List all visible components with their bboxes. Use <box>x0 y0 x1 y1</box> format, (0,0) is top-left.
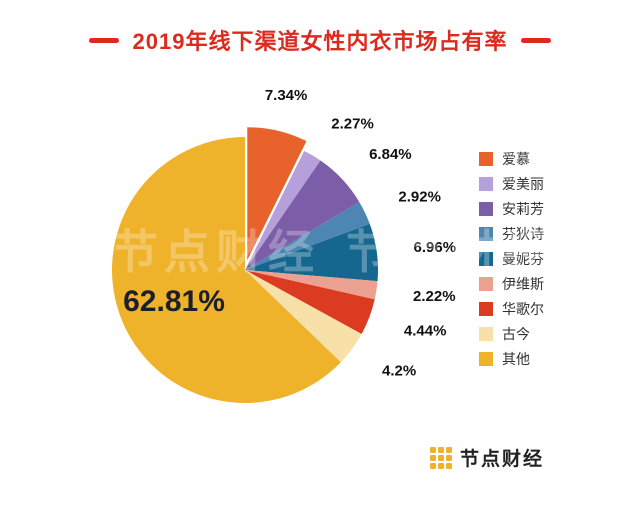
legend-item: 爱美丽 <box>479 171 544 196</box>
legend-swatch-icon <box>479 176 493 191</box>
title-dash-left-icon <box>88 37 119 43</box>
legend-item: 古今 <box>479 321 544 346</box>
legend-swatch-icon <box>479 226 493 241</box>
slice-label: 4.44% <box>404 322 447 339</box>
pie-slice <box>245 160 360 270</box>
legend-item: 爱慕 <box>479 146 544 171</box>
legend-item: 芬狄诗 <box>479 221 544 246</box>
chart-title: 2019年线下渠道女性内衣市场占有率 <box>132 29 508 54</box>
pie-slice <box>245 270 375 334</box>
pie-slice <box>245 223 379 282</box>
legend-swatch-icon <box>479 326 493 341</box>
legend-swatch-icon <box>479 351 493 366</box>
legend-label: 华歌尔 <box>502 300 544 317</box>
legend-label: 伊维斯 <box>502 275 544 292</box>
legend-label: 其他 <box>502 350 530 367</box>
pie-slice <box>245 270 362 363</box>
legend-swatch-icon <box>479 151 493 166</box>
legend-label: 爱美丽 <box>502 175 544 192</box>
legend-swatch-icon <box>479 301 493 316</box>
brand-logo: 节点财经 <box>429 444 544 471</box>
legend-label: 曼妮芬 <box>502 250 544 267</box>
legend: 爱慕 爱美丽 安莉芳 芬狄诗 曼妮芬 伊维斯 华歌尔 古今 其他 <box>479 146 544 371</box>
slice-label: 2.22% <box>413 288 456 305</box>
slice-label-inside: 62.81% <box>123 285 225 318</box>
legend-label: 爱慕 <box>502 150 530 167</box>
legend-label: 芬狄诗 <box>502 225 544 242</box>
pie-slice <box>245 270 378 300</box>
slice-label: 7.34% <box>265 87 308 104</box>
legend-label: 安莉芳 <box>502 200 544 217</box>
pie-slice <box>245 150 321 270</box>
title-row: 2019年线下渠道女性内衣市场占有率 <box>0 24 640 56</box>
legend-item: 曼妮芬 <box>479 246 544 271</box>
logo-text: 节点财经 <box>459 449 544 470</box>
legend-swatch-icon <box>479 201 493 216</box>
slice-label: 6.84% <box>369 146 412 163</box>
slice-label: 4.2% <box>382 363 416 380</box>
pie-slice <box>247 127 307 261</box>
slice-label: 2.27% <box>331 116 374 133</box>
legend-swatch-icon <box>479 251 493 266</box>
pie-slice <box>245 201 370 270</box>
legend-item: 华歌尔 <box>479 296 544 321</box>
title-dash-right-icon <box>521 37 552 43</box>
pie-slice <box>112 137 341 403</box>
logo-grid-icon <box>429 446 452 469</box>
slice-label: 6.96% <box>414 239 457 256</box>
legend-swatch-icon <box>479 276 493 291</box>
legend-item: 安莉芳 <box>479 196 544 221</box>
legend-label: 古今 <box>502 325 530 342</box>
slice-label: 2.92% <box>398 189 441 206</box>
legend-item: 伊维斯 <box>479 271 544 296</box>
legend-item: 其他 <box>479 346 544 371</box>
